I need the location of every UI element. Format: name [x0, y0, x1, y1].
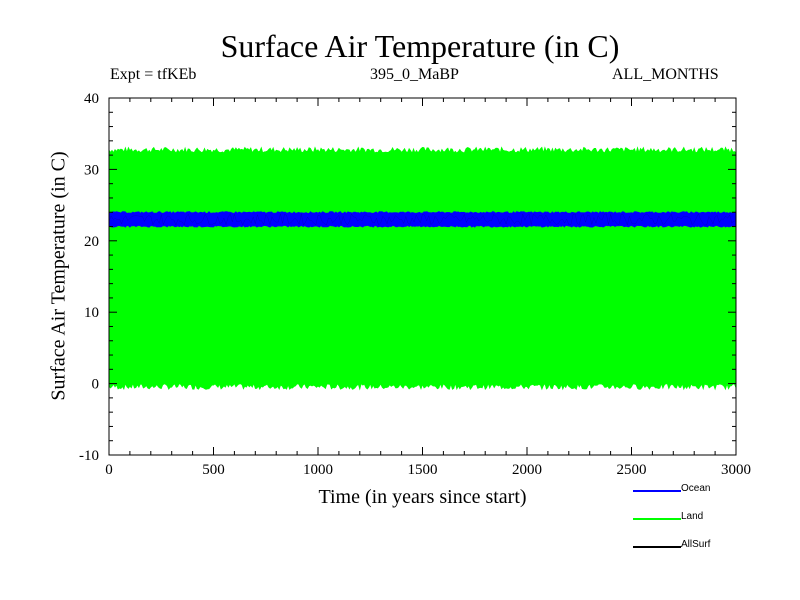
x-tick-label: 500	[202, 462, 225, 478]
x-axis-label: Time (in years since start)	[318, 486, 527, 508]
y-tick-label: 20	[84, 234, 99, 250]
legend-label-ocean: Ocean	[681, 483, 711, 494]
legend-swatch-ocean	[633, 490, 681, 492]
x-tick-label: 2000	[512, 462, 542, 478]
experiment-label: Expt = tfKEb	[110, 66, 197, 83]
legend-swatch-land	[633, 518, 681, 520]
x-tick-label: 2500	[617, 462, 647, 478]
land-series	[108, 146, 737, 391]
x-tick-label: 1500	[408, 462, 438, 478]
legend-label-allsurf: AllSurf	[681, 539, 711, 550]
y-tick-label: 10	[84, 305, 99, 321]
allsurf-series	[108, 213, 737, 226]
months-label: ALL_MONTHS	[612, 66, 719, 83]
legend-label-land: Land	[681, 511, 704, 522]
x-tick-label: 0	[105, 462, 113, 478]
period-label: 395_0_MaBP	[370, 66, 459, 83]
y-tick-label: 0	[92, 377, 100, 393]
y-tick-label: -10	[79, 448, 99, 464]
y-tick-label: 30	[84, 162, 99, 178]
legend-swatch-allsurf	[633, 546, 681, 548]
y-tick-label: 40	[84, 91, 99, 107]
y-axis-label: Surface Air Temperature (in C)	[47, 151, 70, 401]
x-tick-label: 3000	[721, 462, 751, 478]
chart-title: Surface Air Temperature (in C)	[220, 28, 620, 64]
x-tick-label: 1000	[303, 462, 333, 478]
